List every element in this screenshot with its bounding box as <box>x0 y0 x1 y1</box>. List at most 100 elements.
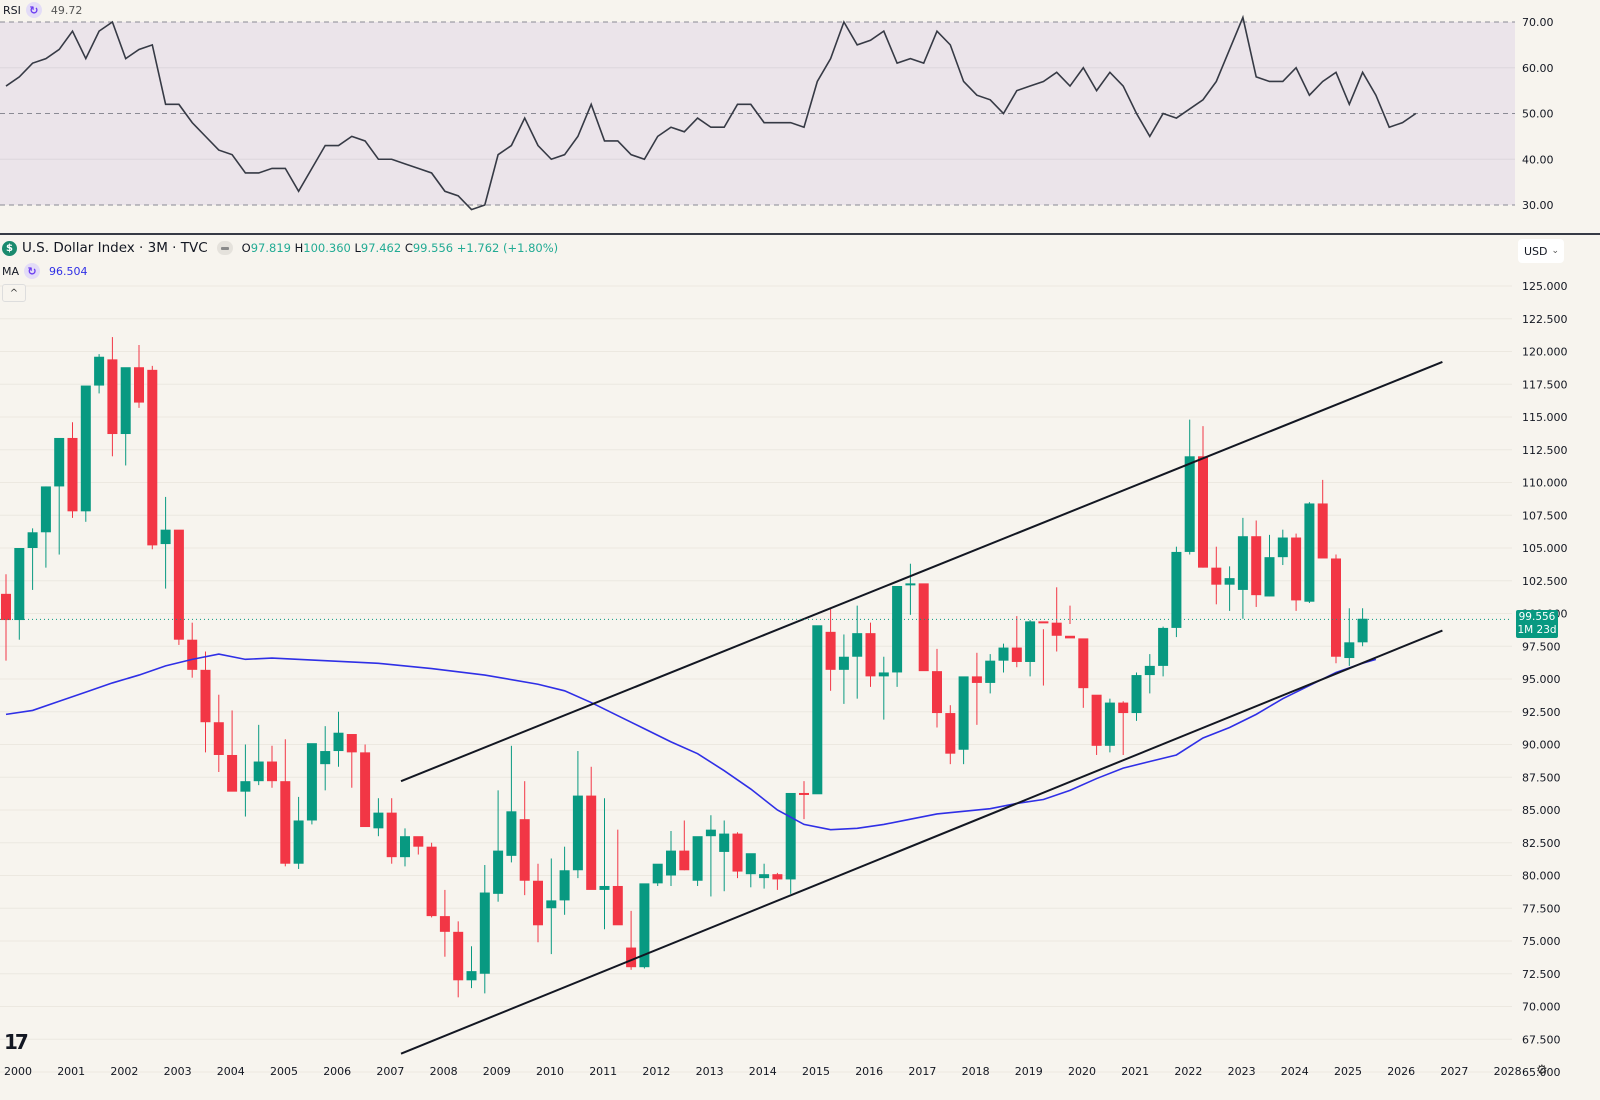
candle <box>1011 616 1022 668</box>
candle <box>213 694 224 773</box>
candle <box>386 798 397 864</box>
time-axis-tick: 2008 <box>430 1065 458 1078</box>
candle <box>852 605 863 699</box>
currency-badge-icon: $ <box>2 240 17 256</box>
candle <box>1184 419 1195 555</box>
candle <box>1104 698 1115 753</box>
candle <box>759 863 770 889</box>
bar-countdown: 1M 23d <box>1517 624 1557 637</box>
hide-button[interactable] <box>216 241 233 255</box>
candle <box>666 830 676 886</box>
candle <box>80 385 91 522</box>
candle <box>586 766 597 890</box>
cycle-icon[interactable]: ↻ <box>25 2 42 18</box>
time-axis-tick: 2003 <box>164 1065 192 1078</box>
candle <box>253 724 264 786</box>
candle <box>360 744 371 828</box>
candle <box>27 528 38 590</box>
rsi-pane[interactable]: 70.00 60.00 50.00 40.00 30.00 RSI ↻ 49.72 <box>0 0 1600 233</box>
candle <box>1171 546 1182 638</box>
high-value: 100.360 <box>303 241 351 255</box>
candle <box>612 829 623 926</box>
candle <box>652 863 663 886</box>
candle <box>413 836 424 855</box>
time-axis-tick: 2020 <box>1068 1065 1096 1078</box>
low-value: 97.462 <box>360 241 402 255</box>
candle <box>745 853 756 888</box>
upper-trendline[interactable] <box>400 361 1443 783</box>
time-axis-tick: 2012 <box>642 1065 670 1078</box>
price-axis-tick: 85.000 <box>1522 804 1561 817</box>
time-axis-tick: 2019 <box>1015 1065 1043 1078</box>
time-axis-tick: 2024 <box>1281 1065 1309 1078</box>
collapse-legend-button[interactable]: ^ <box>2 284 26 302</box>
candle <box>1131 672 1142 721</box>
candle <box>719 820 730 892</box>
time-axis-tick: 2014 <box>749 1065 777 1078</box>
time-axis-tick: 2021 <box>1121 1065 1149 1078</box>
gear-icon[interactable]: ⚙ <box>1536 1063 1548 1078</box>
candle <box>732 832 743 879</box>
candle <box>466 946 477 989</box>
candle <box>958 676 969 765</box>
candle <box>240 744 251 817</box>
candle <box>1118 701 1129 755</box>
price-axis-tick: 102.500 <box>1522 575 1568 588</box>
candle <box>692 836 703 886</box>
candle <box>1264 534 1275 597</box>
candle <box>67 422 78 518</box>
price-axis-tick: 72.500 <box>1522 968 1561 981</box>
candle <box>932 648 942 728</box>
time-axis-tick: 2025 <box>1334 1065 1362 1078</box>
candle <box>1251 520 1262 607</box>
candle <box>400 828 410 867</box>
price-axis-tick: 117.500 <box>1522 378 1568 391</box>
symbol-legend: $ U.S. Dollar Index · 3M · TVC O97.819 H… <box>2 240 558 256</box>
candle <box>479 865 490 994</box>
candle <box>799 781 809 820</box>
candle <box>134 344 144 408</box>
price-axis-tick: 92.500 <box>1522 706 1561 719</box>
open-value: 97.819 <box>250 241 291 255</box>
candle <box>971 652 982 725</box>
currency-dropdown[interactable]: USD ⌄ <box>1518 239 1564 263</box>
chevron-down-icon: ⌄ <box>1551 246 1559 256</box>
time-axis-tick: 2022 <box>1174 1065 1202 1078</box>
candle <box>227 710 238 792</box>
time-axis-tick: 2027 <box>1440 1065 1468 1078</box>
candle <box>785 792 796 894</box>
symbol-title[interactable]: U.S. Dollar Index · 3M · TVC <box>22 240 208 256</box>
candle <box>147 365 158 550</box>
candle <box>453 921 464 998</box>
price-axis-tick: 122.500 <box>1522 313 1568 326</box>
candle <box>120 367 131 466</box>
candle <box>1 574 11 661</box>
candle <box>533 863 543 943</box>
price-axis-tick: 97.500 <box>1522 640 1561 653</box>
candle <box>705 815 716 897</box>
price-axis-tick: 82.500 <box>1522 837 1561 850</box>
time-axis-tick: 2013 <box>696 1065 724 1078</box>
candle <box>599 798 610 930</box>
ma-label: MA <box>2 264 20 278</box>
candle <box>865 622 876 687</box>
pane-divider[interactable] <box>0 233 1600 235</box>
price-axis-tick: 80.000 <box>1522 870 1561 883</box>
candle <box>559 846 570 915</box>
cycle-icon[interactable]: ↻ <box>24 263 41 279</box>
candle <box>439 889 450 957</box>
candle <box>94 354 105 394</box>
ma-legend: MA ↻ 96.504 <box>2 263 88 279</box>
price-pane[interactable]: 125.000 122.500 120.000 117.500 115.000 112.5… <box>0 235 1600 1100</box>
time-axis-tick: 2028 <box>1494 1065 1522 1078</box>
candle <box>998 643 1009 673</box>
candle <box>333 711 344 767</box>
ma-value: 96.504 <box>49 264 88 278</box>
lower-trendline[interactable] <box>400 629 1443 1055</box>
time-axis-tick: 2007 <box>376 1065 404 1078</box>
candle <box>1304 502 1315 604</box>
tradingview-logo[interactable]: 𝟭𝟳 <box>4 1030 29 1054</box>
candle <box>1158 626 1169 677</box>
time-axis-tick: 2011 <box>589 1065 617 1078</box>
rsi-axis-tick: 60.00 <box>1522 62 1554 75</box>
